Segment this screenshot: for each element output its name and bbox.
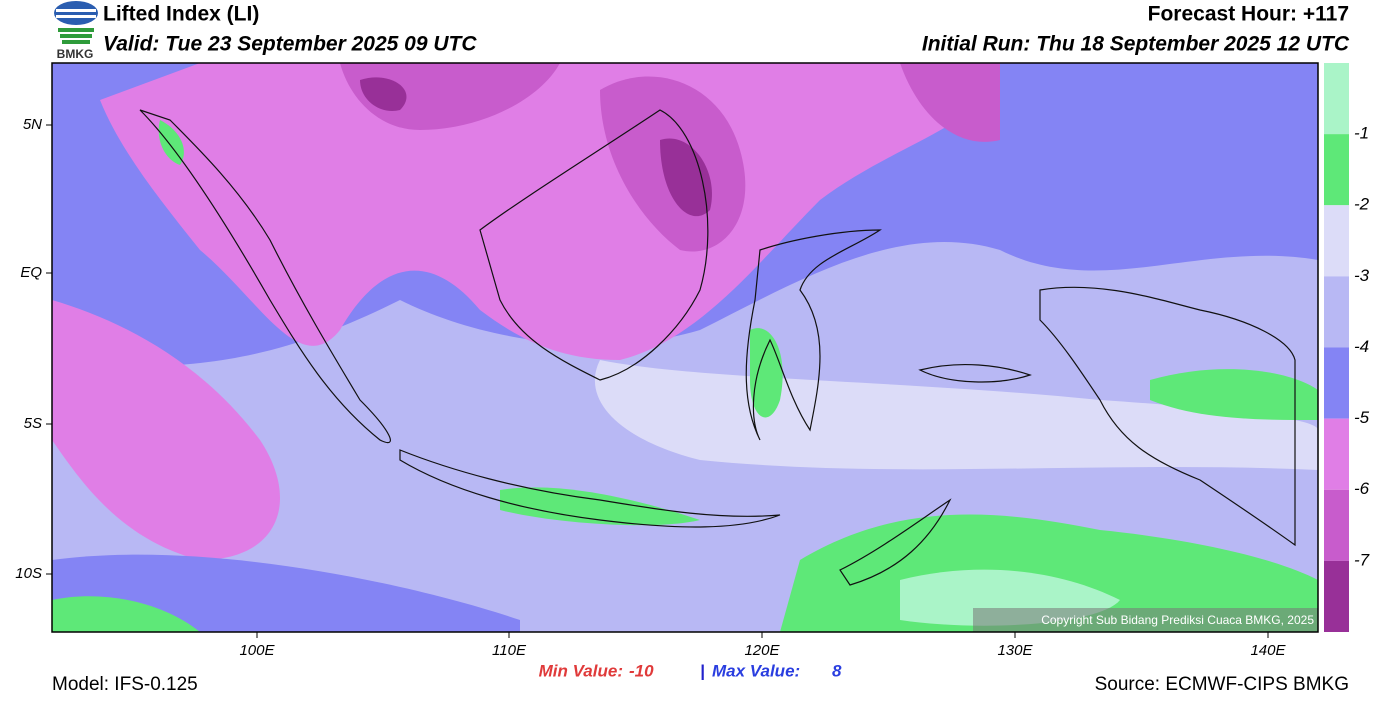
colorbar-label: -2 — [1354, 195, 1370, 214]
lon-label: 100E — [239, 642, 275, 659]
logo: BMKG — [54, 1, 98, 61]
colorbar-swatch — [1324, 276, 1349, 348]
colorbar: -1 -2 -3 -4 -5 -6 -7 — [1324, 63, 1370, 632]
lon-label: 120E — [744, 642, 780, 659]
map-axes: 5N EQ 5S 10S 100E 110E 120E 130E 140E — [15, 116, 1286, 659]
lat-label: 5S — [24, 415, 42, 432]
min-label: Min Value: — [539, 661, 623, 680]
source: Source: ECMWF-CIPS BMKG — [1095, 674, 1349, 695]
colorbar-label: -4 — [1354, 337, 1369, 356]
colorbar-swatch — [1324, 560, 1349, 632]
lat-label: 10S — [15, 565, 42, 582]
map-frame — [51, 62, 1319, 633]
colorbar-swatch — [1324, 134, 1349, 206]
colorbar-swatch — [1324, 347, 1349, 419]
colorbar-swatch — [1324, 418, 1349, 490]
colorbar-swatch — [1324, 205, 1349, 277]
valid-time: Valid: Tue 23 September 2025 09 UTC — [103, 33, 477, 56]
model: Model: IFS-0.125 — [52, 674, 198, 695]
title: Lifted Index (LI) — [103, 3, 259, 26]
colorbar-label: -5 — [1354, 408, 1370, 427]
stats: Min Value: -10 | Max Value: 8 — [539, 661, 842, 680]
max-label: Max Value: — [712, 661, 800, 680]
copyright: Copyright Sub Bidang Prediksi Cuaca BMKG… — [1041, 613, 1314, 627]
colorbar-label: -6 — [1354, 479, 1370, 498]
lon-label: 110E — [492, 642, 527, 659]
colorbar-swatch — [1324, 63, 1349, 135]
colorbar-label: -7 — [1354, 550, 1370, 569]
lat-label: EQ — [20, 264, 42, 281]
min-value: -10 — [629, 661, 654, 680]
max-value: 8 — [832, 661, 842, 680]
separator: | — [700, 661, 705, 680]
colorbar-label: -1 — [1354, 124, 1369, 143]
logo-text: BMKG — [57, 47, 94, 61]
lon-label: 140E — [1250, 642, 1286, 659]
map-field: Copyright Sub Bidang Prediksi Cuaca BMKG… — [52, 63, 1318, 632]
initial-run: Initial Run: Thu 18 September 2025 12 UT… — [922, 33, 1350, 56]
colorbar-label: -3 — [1354, 266, 1370, 285]
forecast-hour: Forecast Hour: +117 — [1148, 3, 1349, 26]
lon-label: 130E — [997, 642, 1033, 659]
colorbar-swatch — [1324, 489, 1349, 561]
lat-label: 5N — [23, 116, 42, 133]
